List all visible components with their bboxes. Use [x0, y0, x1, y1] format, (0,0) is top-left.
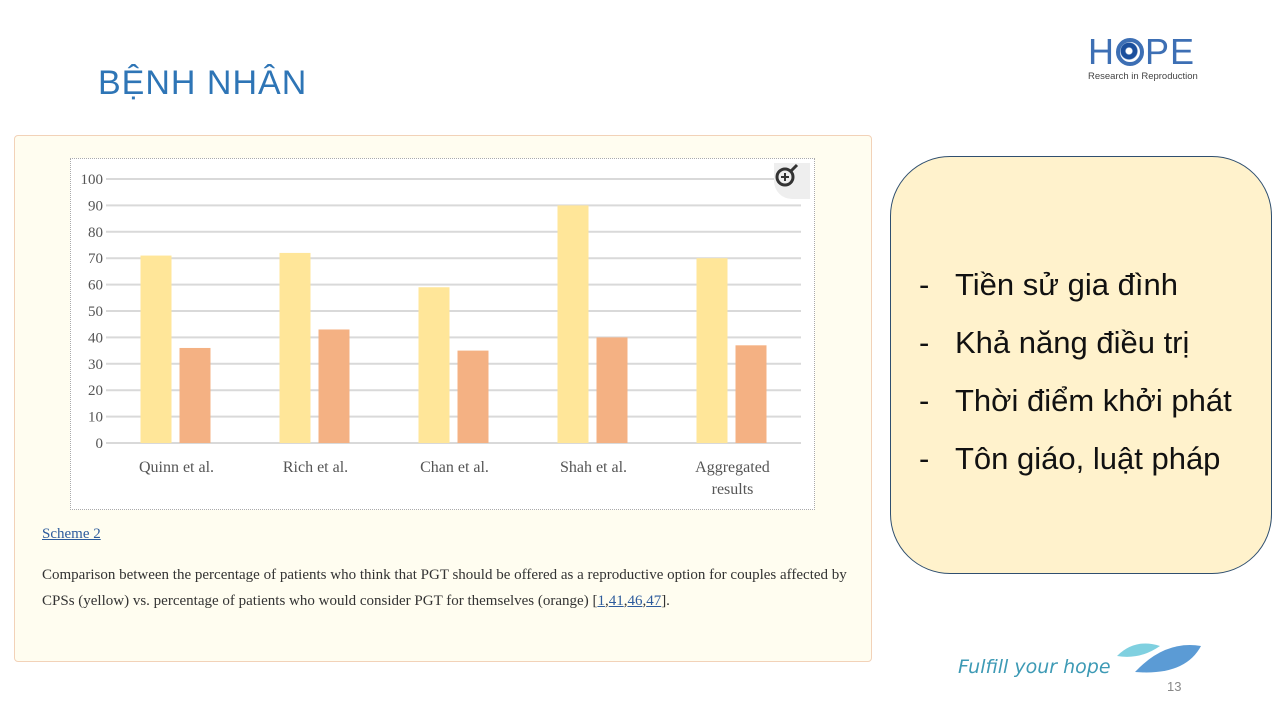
- bar-yellow: [418, 287, 450, 443]
- y-tick-label: 20: [88, 383, 103, 399]
- y-tick-label: 50: [88, 304, 103, 320]
- bar-orange: [457, 350, 489, 443]
- x-tick-label: Shah et al.: [560, 459, 627, 476]
- x-tick-label: Rich et al.: [283, 459, 348, 476]
- scheme-link[interactable]: Scheme 2: [42, 526, 101, 542]
- bullet-item: - Tôn giáo, luật pháp: [919, 441, 1221, 476]
- logo-letters-pe: PE: [1145, 31, 1196, 72]
- factors-box: - Tiền sử gia đình - Khả năng điều trị - Th…: [890, 156, 1272, 574]
- bar-orange: [318, 329, 350, 443]
- y-tick-label: 80: [88, 225, 103, 241]
- bar-orange: [179, 347, 211, 443]
- bar-orange: [735, 345, 767, 443]
- magnifier-plus-icon: [775, 163, 799, 187]
- y-tick-label: 30: [88, 357, 103, 373]
- x-tick-label: Chan et al.: [420, 459, 489, 476]
- ref-link[interactable]: 41: [608, 593, 624, 609]
- ref-link[interactable]: 46: [627, 593, 643, 609]
- figure-caption: Comparison between the percentage of pat…: [42, 567, 847, 609]
- bar-chart: 0 10 20 30 40 50 60 70 80 90 100 Quinn et al. Rich e…: [70, 158, 815, 510]
- ref-link[interactable]: 47: [646, 593, 662, 609]
- zoom-in-button[interactable]: [774, 163, 810, 199]
- bar-yellow: [279, 252, 311, 443]
- caption-text: Comparison between the percentage of pat…: [42, 567, 847, 609]
- page-number: 13: [1167, 679, 1182, 694]
- bar-yellow: [696, 258, 728, 443]
- y-tick-label: 60: [88, 278, 103, 294]
- y-tick-label: 10: [88, 410, 103, 426]
- logo-letter-h: H: [1088, 31, 1115, 72]
- bar-yellow: [557, 205, 589, 443]
- chart-svg: 0 10 20 30 40 50 60 70 80 90 100 Quinn et al. Rich e…: [81, 172, 801, 498]
- y-tick-label: 0: [96, 436, 104, 452]
- slide-title: BỆNH NHÂN: [98, 64, 308, 102]
- y-tick-label: 90: [88, 198, 103, 214]
- x-tick-label: Quinn et al.: [139, 459, 214, 476]
- ref-link[interactable]: 1: [597, 593, 605, 609]
- y-tick-label: 100: [81, 172, 104, 188]
- x-tick-label: results: [712, 481, 754, 498]
- leaf-logo-icon: [1117, 643, 1201, 673]
- tagline: Fulfill your hope: [958, 656, 1111, 678]
- hope-logo: H PE Research in Reproduction: [1088, 31, 1208, 83]
- bullet-item: - Khả năng điều trị: [919, 325, 1190, 360]
- bullet-item: - Thời điểm khởi phát: [919, 383, 1232, 418]
- y-tick-label: 40: [88, 330, 103, 346]
- x-tick-label: Aggregated: [695, 459, 770, 476]
- y-tick-label: 70: [88, 251, 103, 267]
- bar-yellow: [140, 255, 172, 443]
- bullet-item: - Tiền sử gia đình: [919, 267, 1178, 302]
- eye-icon: [1116, 38, 1144, 66]
- logo-subtitle: Research in Reproduction: [1088, 71, 1198, 82]
- bar-orange: [596, 337, 628, 443]
